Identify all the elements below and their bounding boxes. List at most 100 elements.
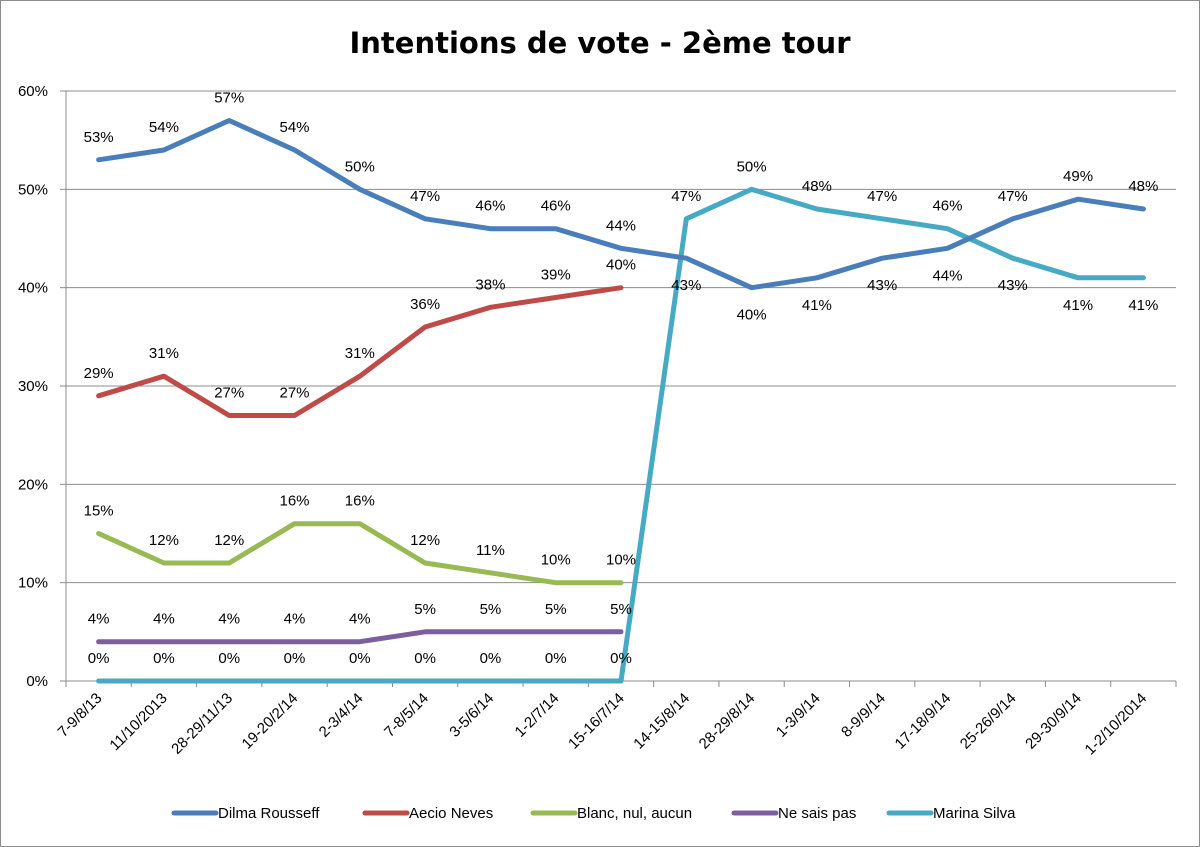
y-tick-label: 20% xyxy=(18,476,48,493)
data-label: 12% xyxy=(214,532,244,549)
data-label: 31% xyxy=(345,345,375,362)
data-label: 5% xyxy=(610,601,632,618)
data-label: 36% xyxy=(410,296,440,313)
data-label: 29% xyxy=(84,365,114,382)
data-label: 27% xyxy=(280,385,310,402)
data-label: 48% xyxy=(1128,178,1158,195)
series-lines xyxy=(96,118,1146,684)
y-tick-label: 40% xyxy=(18,280,48,297)
data-label: 43% xyxy=(867,277,897,294)
y-tick-label: 10% xyxy=(18,575,48,592)
data-label: 12% xyxy=(410,532,440,549)
y-tick-label: 30% xyxy=(18,378,48,395)
data-label: 46% xyxy=(475,198,505,215)
x-tick-label: 17-18/9/14 xyxy=(892,690,955,753)
data-label: 4% xyxy=(88,611,110,628)
data-label: 10% xyxy=(541,552,571,569)
x-tick-label: 7-9/8/13 xyxy=(55,690,106,741)
data-label: 5% xyxy=(414,601,436,618)
data-label: 4% xyxy=(349,611,371,628)
series-line-0 xyxy=(96,118,1146,291)
data-label: 54% xyxy=(149,119,179,136)
data-label: 47% xyxy=(410,188,440,205)
x-tick-label: 19-20/2/14 xyxy=(239,690,302,753)
data-label: 41% xyxy=(1128,297,1158,314)
data-label: 49% xyxy=(1063,168,1093,185)
x-tick-label: 1-2/7/14 xyxy=(512,690,563,741)
data-label: 46% xyxy=(932,198,962,215)
x-tick-label: 28-29/8/14 xyxy=(696,690,759,753)
data-label: 31% xyxy=(149,345,179,362)
data-label: 15% xyxy=(84,503,114,520)
x-tick-label: 15-16/7/14 xyxy=(565,690,628,753)
data-label: 27% xyxy=(214,385,244,402)
data-label: 38% xyxy=(475,276,505,293)
data-labels: 53% 54% 57% 54% 50% 47% 46% 46% 44% 43% 40% 41% 43% 4… xyxy=(84,90,1159,668)
data-label: 12% xyxy=(149,532,179,549)
series-line-1 xyxy=(96,285,624,418)
data-label: 40% xyxy=(737,307,767,324)
data-label: 16% xyxy=(280,493,310,510)
series-line-3 xyxy=(96,629,624,645)
data-label: 5% xyxy=(545,601,567,618)
x-tick-label: 1-2/10/2014 xyxy=(1082,690,1151,759)
data-label: 50% xyxy=(737,158,767,175)
data-label: 0% xyxy=(414,650,436,667)
data-label: 50% xyxy=(345,158,375,175)
data-label: 5% xyxy=(480,601,502,618)
data-label: 0% xyxy=(545,650,567,667)
data-label: 0% xyxy=(218,650,240,667)
y-tick-label: 60% xyxy=(18,83,48,100)
gridlines xyxy=(66,90,1176,584)
data-label: 43% xyxy=(998,277,1028,294)
data-label: 39% xyxy=(541,267,571,284)
legend: Dilma Rousseff Aecio Neves Blanc, nul, auc… xyxy=(171,805,1016,822)
data-label: 46% xyxy=(541,198,571,215)
data-label: 4% xyxy=(218,611,240,628)
x-tick-label: 7-8/5/14 xyxy=(381,690,432,741)
y-axis-ticks: 0% 10% 20% 30% 40% 50% 60% xyxy=(18,83,66,690)
data-label: 47% xyxy=(998,188,1028,205)
data-label: 0% xyxy=(88,650,110,667)
legend-label: Ne sais pas xyxy=(778,805,856,822)
data-label: 47% xyxy=(867,188,897,205)
legend-label: Marina Silva xyxy=(933,805,1016,822)
x-tick-label: 25-26/9/14 xyxy=(957,690,1020,753)
data-label: 0% xyxy=(349,650,371,667)
data-label: 41% xyxy=(802,297,832,314)
y-tick-label: 50% xyxy=(18,181,48,198)
data-label: 57% xyxy=(214,90,244,107)
data-label: 48% xyxy=(802,178,832,195)
x-tick-label: 8-9/9/14 xyxy=(838,690,889,741)
x-tick-label: 14-15/8/14 xyxy=(630,690,693,753)
data-label: 41% xyxy=(1063,297,1093,314)
data-label: 16% xyxy=(345,493,375,510)
data-label: 4% xyxy=(284,611,306,628)
data-label: 43% xyxy=(671,277,701,294)
legend-label: Blanc, nul, aucun xyxy=(577,805,692,822)
x-tick-label: 28-29/11/13 xyxy=(168,690,236,758)
chart-title: Intentions de vote - 2ème tour xyxy=(349,26,851,60)
data-label: 0% xyxy=(284,650,306,667)
data-label: 0% xyxy=(480,650,502,667)
x-tick-label: 1-3/9/14 xyxy=(773,690,824,741)
data-label: 53% xyxy=(84,129,114,146)
data-label: 0% xyxy=(153,650,175,667)
data-label: 44% xyxy=(606,217,636,234)
data-label: 4% xyxy=(153,611,175,628)
y-tick-label: 0% xyxy=(26,673,48,690)
data-label: 54% xyxy=(280,119,310,136)
data-label: 0% xyxy=(610,650,632,667)
legend-label: Aecio Neves xyxy=(409,805,493,822)
x-tick-label: 11/10/2013 xyxy=(106,690,170,754)
x-tick-label: 3-5/6/14 xyxy=(446,690,497,741)
legend-label: Dilma Rousseff xyxy=(218,805,320,822)
data-label: 10% xyxy=(606,552,636,569)
data-label: 11% xyxy=(476,542,505,559)
data-label: 40% xyxy=(606,257,636,274)
data-label: 47% xyxy=(671,188,701,205)
data-label: 44% xyxy=(932,267,962,284)
x-tick-label: 29-30/9/14 xyxy=(1022,690,1085,753)
